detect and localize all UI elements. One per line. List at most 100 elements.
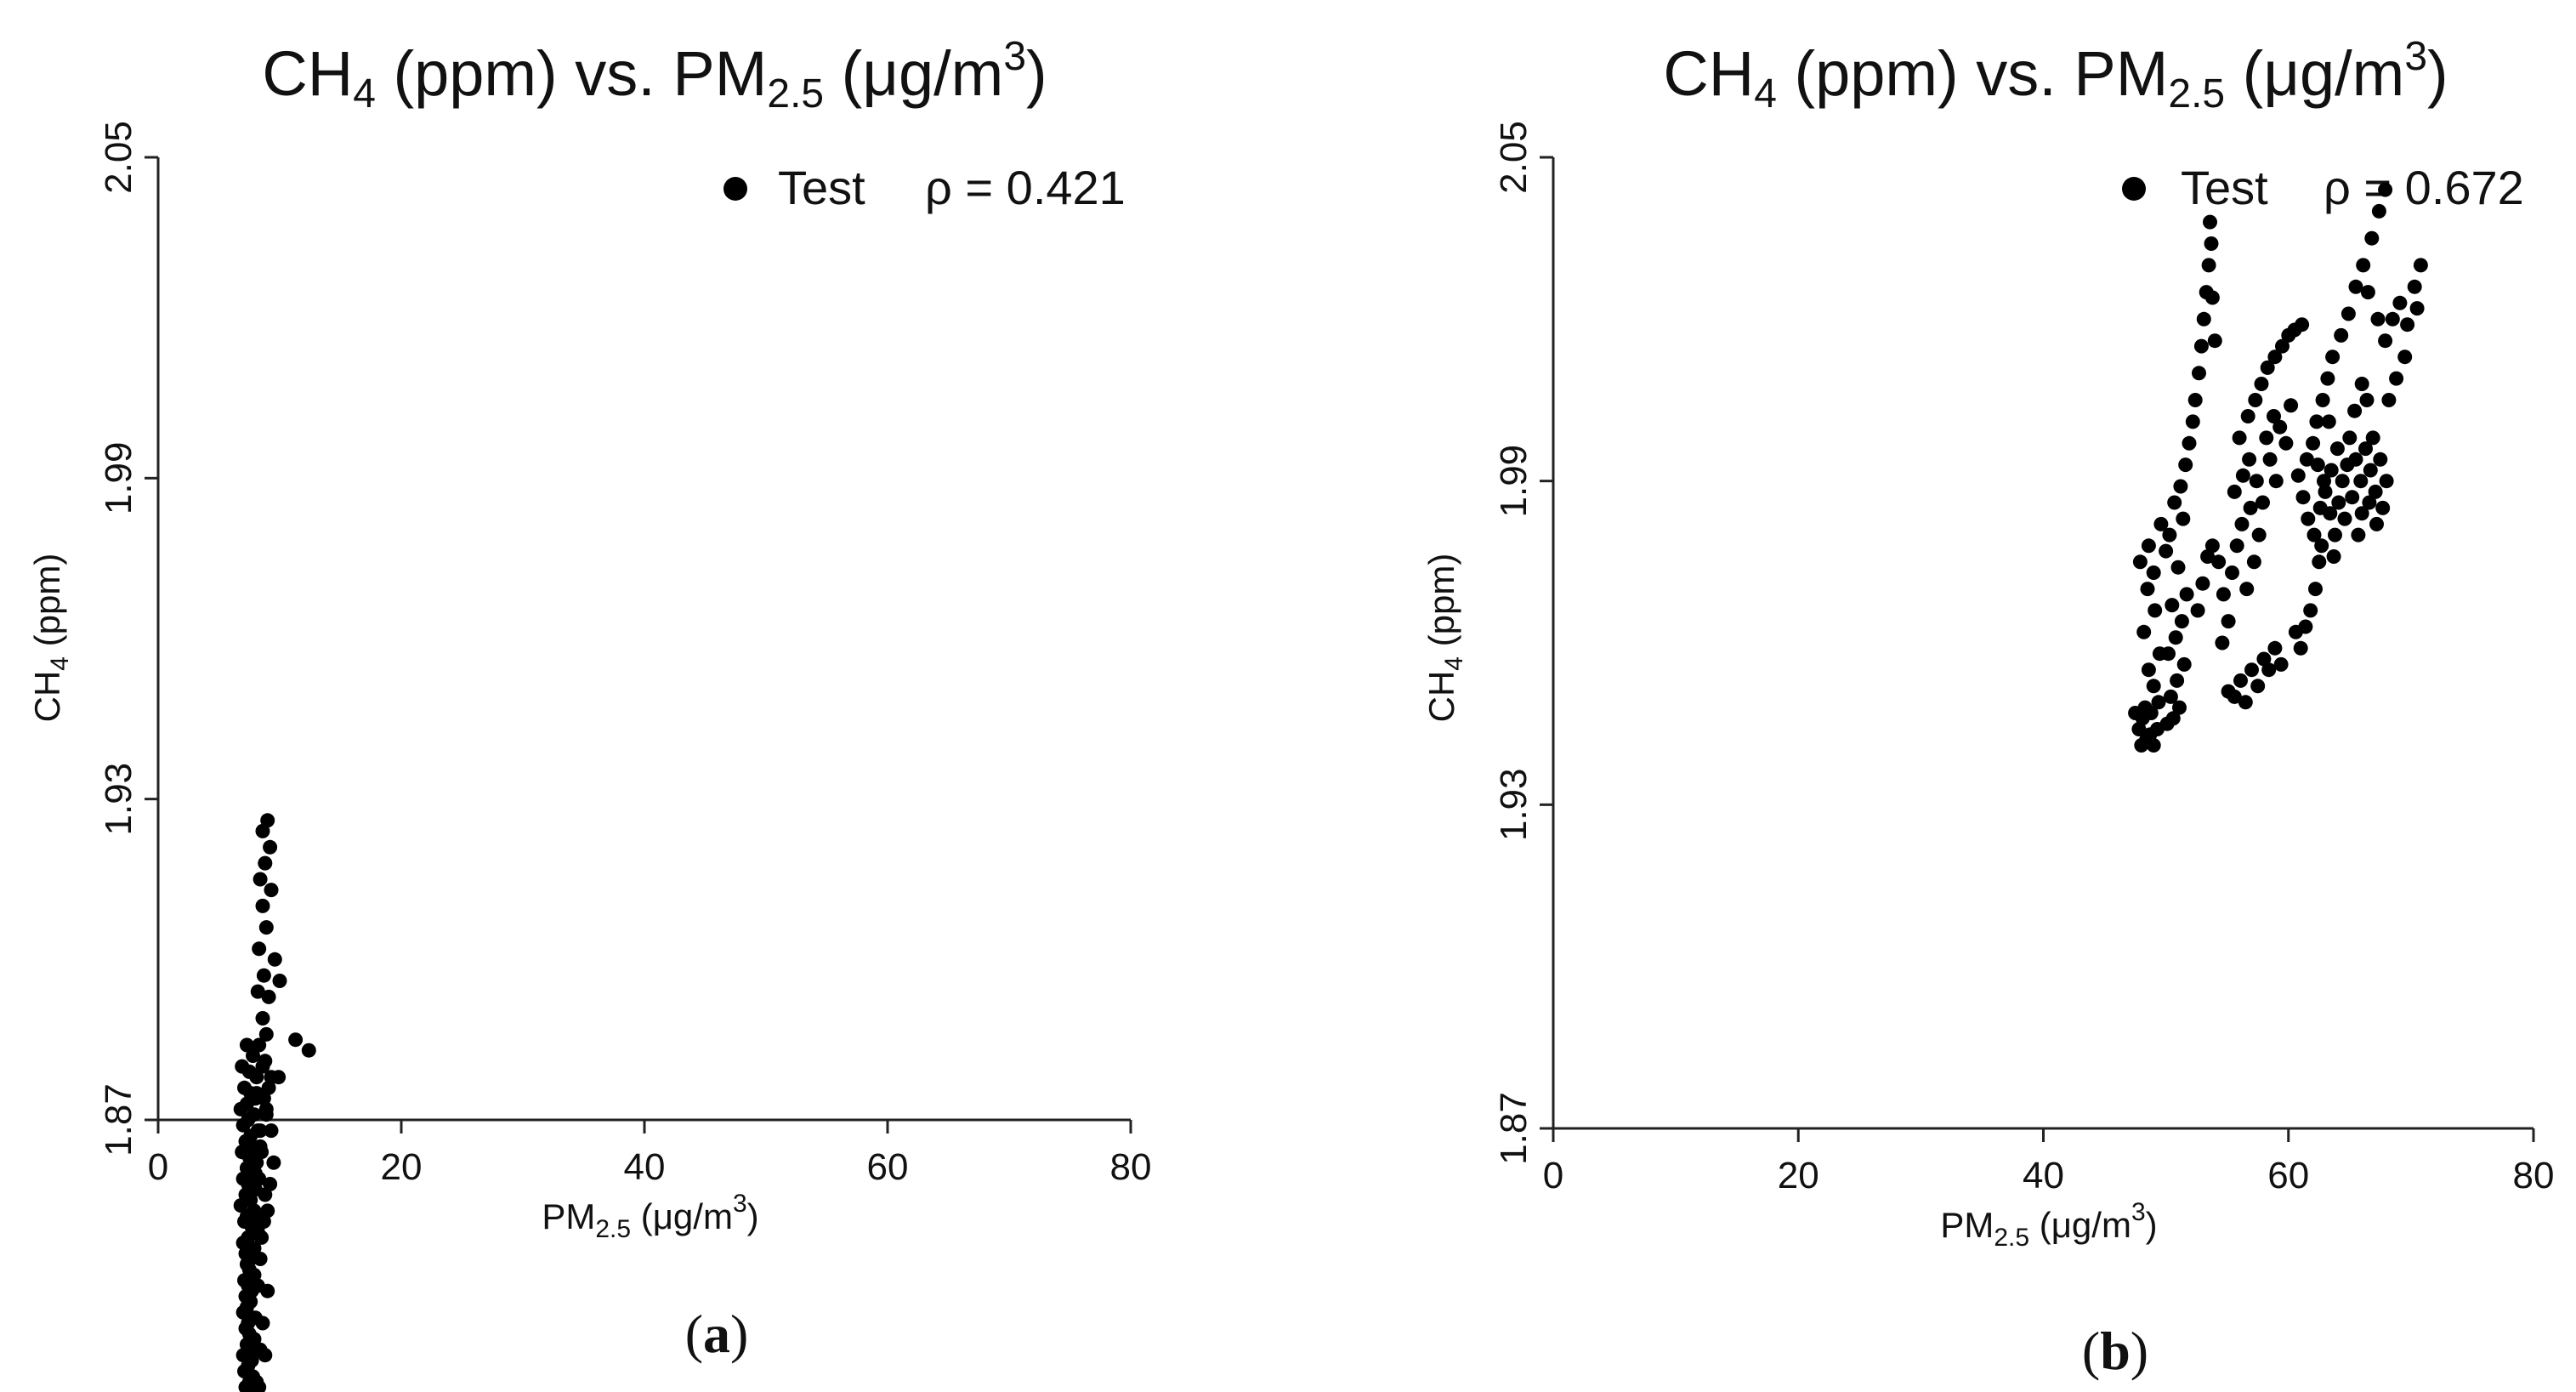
data-point-b	[2321, 414, 2336, 429]
data-point-b	[2232, 430, 2247, 446]
data-point-b	[2354, 506, 2369, 521]
data-point-b	[2295, 490, 2311, 505]
data-point-b	[2362, 495, 2377, 510]
data-point-a	[266, 1155, 281, 1170]
data-point-b	[2148, 603, 2163, 618]
x-axis-label-a: PM2.5 (μg/m3)	[542, 1190, 758, 1243]
data-point-a	[256, 968, 271, 983]
data-point-b	[2385, 311, 2400, 327]
data-point-b	[2163, 689, 2178, 704]
data-point-a	[258, 1101, 274, 1116]
data-point-b	[2373, 452, 2388, 467]
data-point-b	[2146, 679, 2161, 694]
data-point-b	[2310, 457, 2325, 473]
x-tick-label-b: 40	[2023, 1155, 2064, 1196]
data-point-b	[2233, 673, 2248, 688]
y-tick-label-a: 1.87	[98, 1083, 139, 1156]
data-point-b	[2368, 484, 2383, 499]
data-point-a	[252, 941, 267, 957]
data-point-b	[2329, 441, 2345, 457]
data-point-b	[2328, 527, 2342, 543]
data-point-a	[255, 1059, 270, 1074]
data-point-b	[2331, 495, 2346, 510]
data-point-b	[2134, 738, 2149, 753]
data-point-b	[2356, 258, 2371, 273]
data-point-a	[272, 974, 287, 988]
data-point-b	[2365, 430, 2380, 446]
data-point-b	[2375, 500, 2391, 515]
data-point-b	[2293, 640, 2308, 656]
data-point-b	[2378, 333, 2393, 349]
x-tick-label-b: 20	[1778, 1155, 1819, 1196]
data-point-b	[2239, 582, 2255, 597]
data-points-a	[233, 813, 316, 1392]
data-point-b	[2193, 338, 2209, 354]
data-point-b	[2176, 511, 2191, 526]
data-point-b	[2254, 377, 2269, 391]
data-point-b	[2301, 511, 2316, 526]
data-point-b	[2146, 738, 2161, 753]
data-point-b	[2182, 435, 2197, 451]
data-point-b	[2409, 301, 2425, 316]
data-point-b	[2185, 414, 2200, 429]
data-point-b	[2341, 306, 2356, 321]
data-point-b	[2190, 603, 2205, 618]
data-point-b	[2278, 435, 2294, 451]
data-point-b	[2261, 662, 2277, 678]
data-point-b	[2407, 279, 2422, 294]
legend-series-label-a: Test	[778, 161, 865, 214]
data-point-b	[2325, 349, 2341, 365]
data-point-b	[2246, 554, 2261, 570]
x-tick-label-b: 0	[1543, 1155, 1563, 1196]
data-point-a	[271, 1070, 287, 1085]
data-point-b	[2240, 409, 2255, 423]
y-tick-label-b: 1.93	[1493, 769, 1535, 842]
data-point-b	[2284, 398, 2299, 413]
data-point-b	[2234, 516, 2250, 531]
data-point-b	[2298, 619, 2313, 634]
data-point-b	[2244, 662, 2259, 678]
data-point-b	[2275, 338, 2289, 354]
data-point-b	[2207, 333, 2222, 349]
data-point-b	[2200, 549, 2216, 564]
data-point-b	[2323, 506, 2338, 521]
data-point-b	[2317, 474, 2331, 489]
data-point-b	[2203, 214, 2217, 230]
data-point-a	[250, 984, 265, 999]
data-point-b	[2379, 474, 2394, 489]
data-point-a	[249, 1374, 264, 1389]
panel-label-a: (a)	[685, 1304, 749, 1364]
data-point-b	[2141, 538, 2156, 554]
data-point-a	[261, 989, 276, 1004]
data-point-b	[2371, 203, 2386, 219]
data-point-b	[2174, 614, 2189, 629]
data-point-b	[2353, 474, 2369, 489]
data-point-b	[2146, 565, 2161, 580]
legend-a: Test ρ = 0.421	[723, 161, 1126, 214]
data-point-a	[264, 883, 279, 898]
data-point-b	[2153, 516, 2169, 531]
data-point-b	[2172, 700, 2187, 715]
data-point-b	[2268, 474, 2284, 489]
y-ticks-a: 1.87 1.93 1.99 2.05	[98, 121, 158, 1156]
data-point-a	[252, 1208, 267, 1224]
data-point-a	[233, 1198, 248, 1213]
data-point-b	[2221, 614, 2236, 629]
data-point-b	[2326, 549, 2341, 564]
data-point-a	[252, 1037, 267, 1053]
data-point-b	[2192, 366, 2206, 381]
data-point-a	[249, 1086, 264, 1101]
data-point-b	[2216, 587, 2231, 602]
data-point-b	[2358, 441, 2373, 457]
y-ticks-b: 1.87 1.93 1.99 2.05	[1493, 121, 1553, 1165]
data-point-a	[252, 1123, 268, 1139]
data-point-b	[2334, 327, 2349, 343]
data-point-b	[2324, 463, 2339, 478]
data-point-a	[247, 1310, 263, 1326]
x-ticks-b: 0 20 40 60 80	[1543, 1128, 2554, 1196]
data-point-b	[2312, 554, 2327, 570]
x-tick-label-a: 0	[148, 1146, 168, 1188]
data-point-b	[2273, 656, 2289, 672]
data-point-b	[2267, 640, 2283, 656]
data-point-b	[2179, 587, 2194, 602]
